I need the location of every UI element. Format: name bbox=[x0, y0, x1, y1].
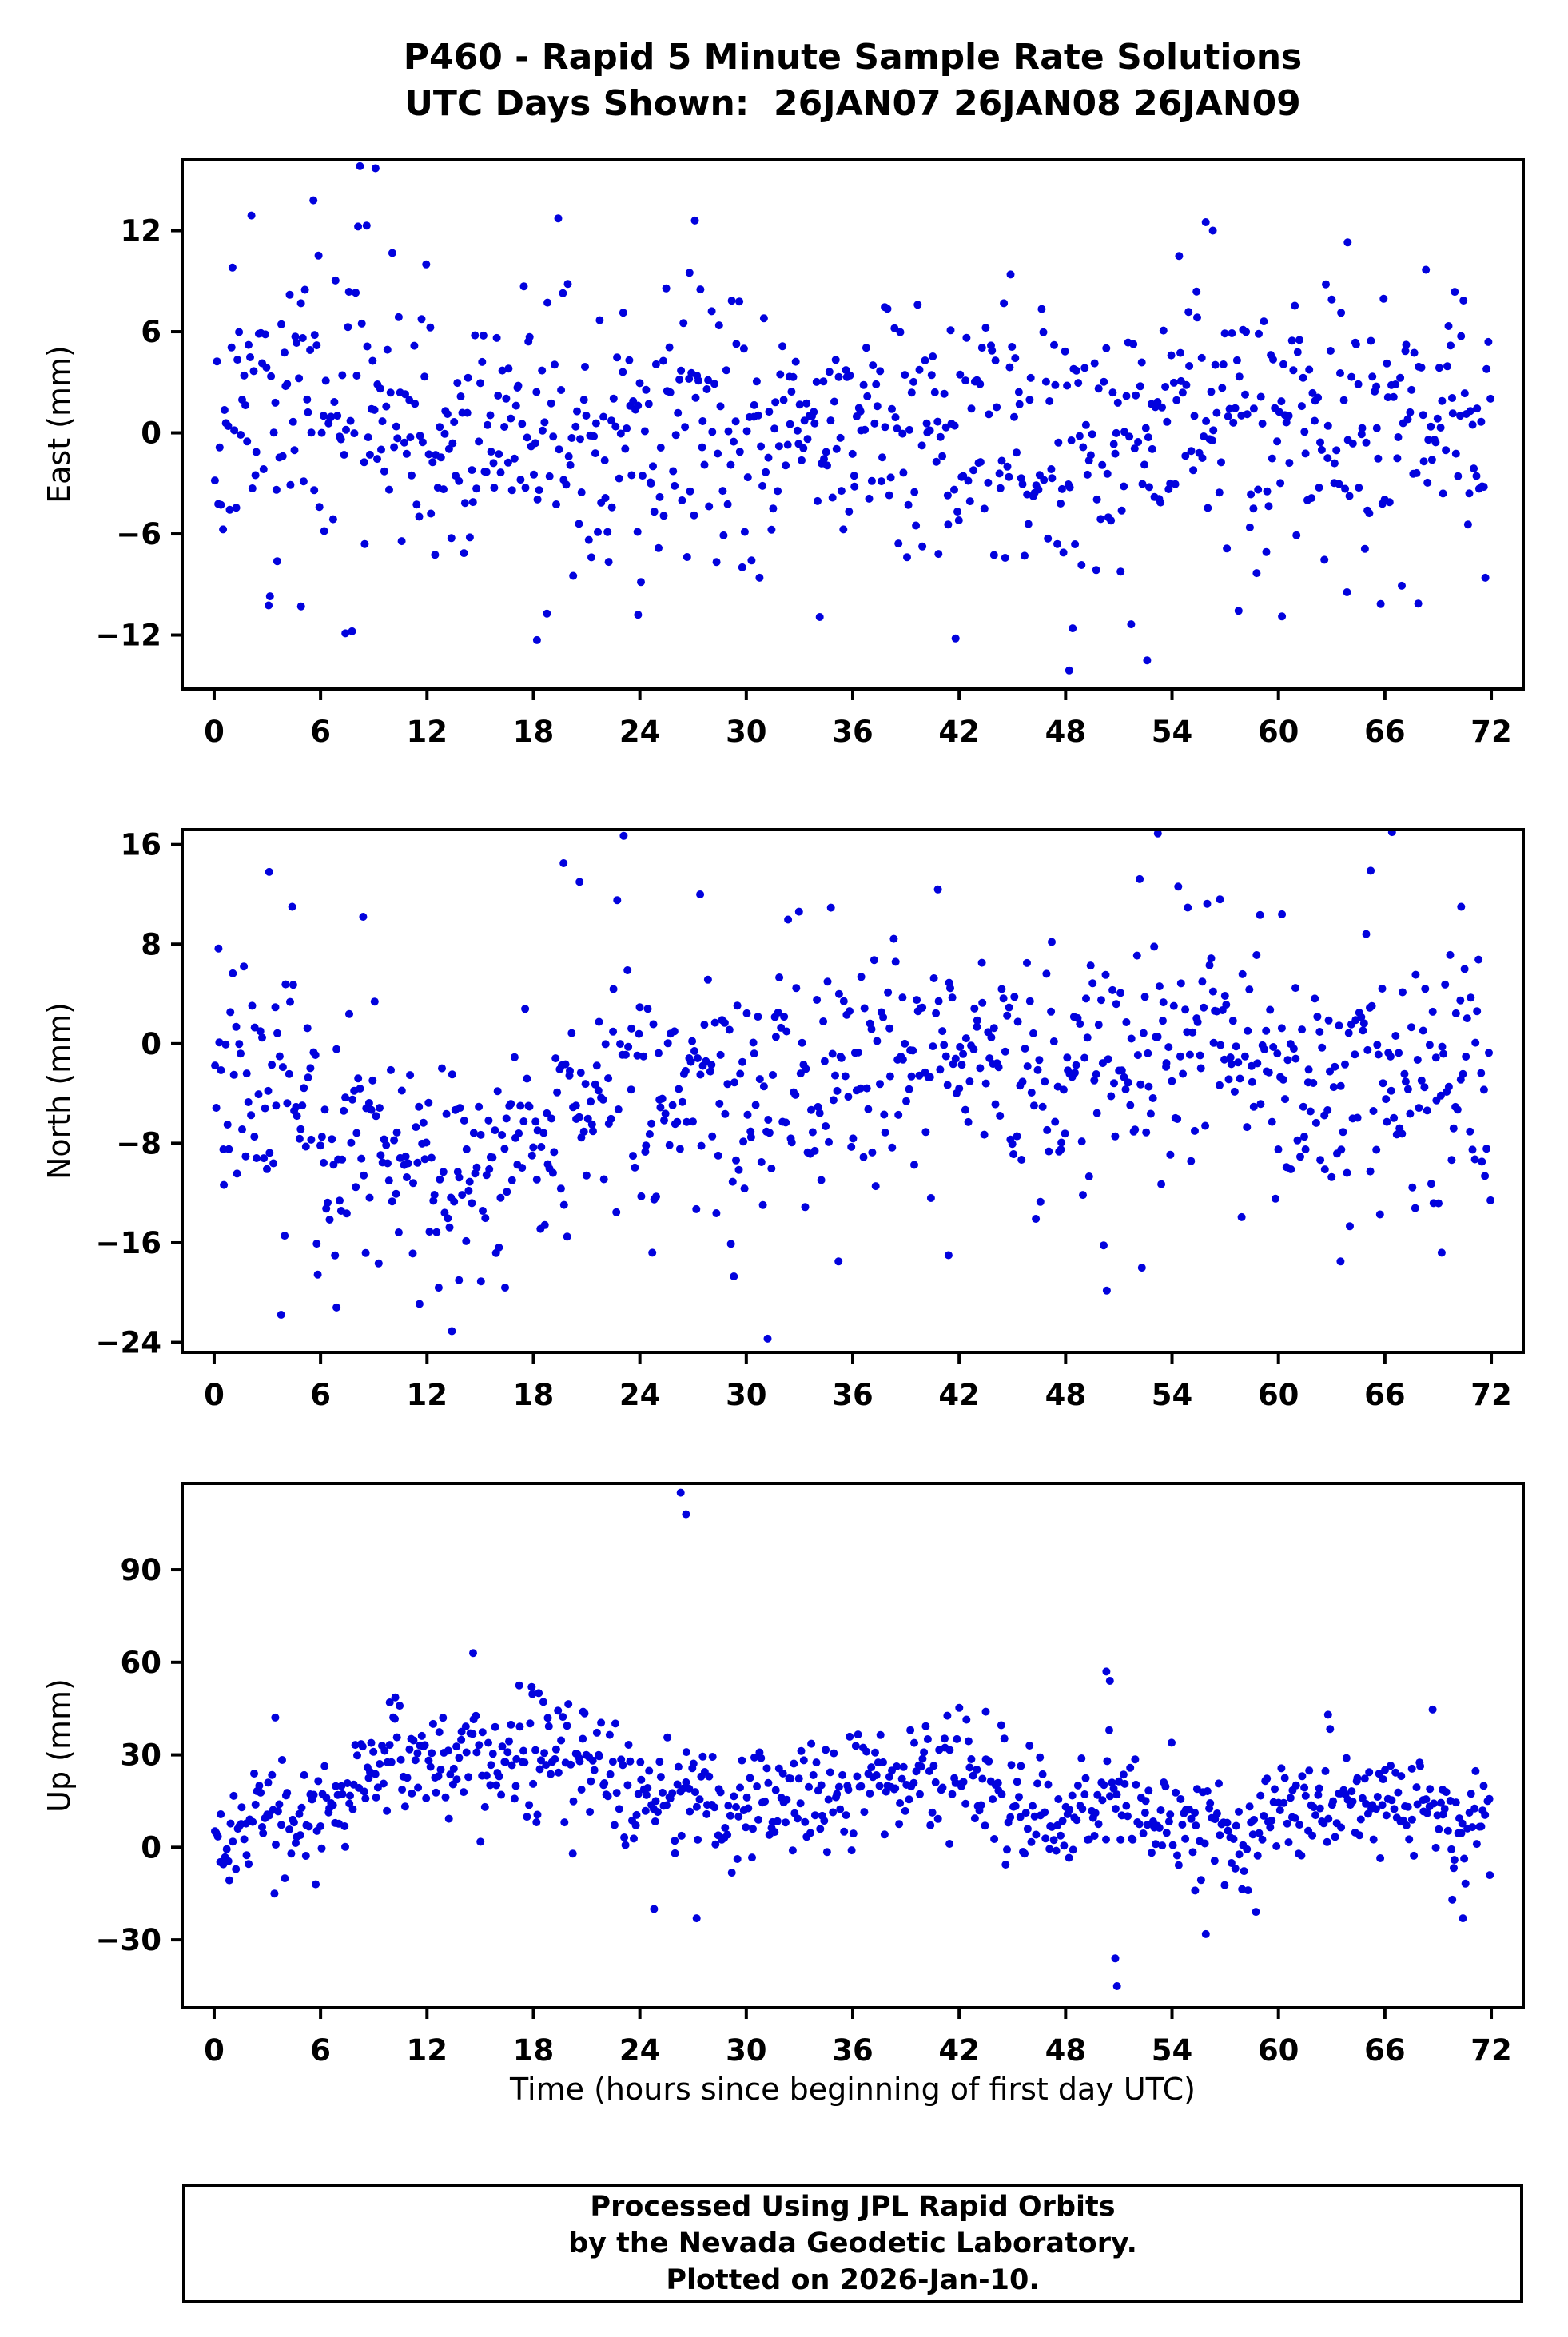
svg-text:36: 36 bbox=[832, 1378, 874, 1412]
svg-text:30: 30 bbox=[726, 715, 767, 749]
svg-text:−6: −6 bbox=[116, 517, 161, 551]
svg-text:48: 48 bbox=[1045, 1378, 1087, 1412]
axis-tick-labels: 0 6 12 18 24 30 36 42 48 54 60 66 72 −30 0 30 60 90 bbox=[96, 1553, 1512, 2068]
svg-text:24: 24 bbox=[619, 715, 661, 749]
chart-title-line1: P460 - Rapid 5 Minute Sample Rate Soluti… bbox=[403, 37, 1303, 78]
svg-text:42: 42 bbox=[938, 2033, 980, 2068]
svg-text:8: 8 bbox=[141, 927, 161, 961]
axis-tick-labels: 0 6 12 18 24 30 36 42 48 54 60 66 72 −12 −6 0 6 12 bbox=[96, 214, 1512, 749]
svg-text:−12: −12 bbox=[96, 619, 162, 653]
svg-text:−30: −30 bbox=[96, 1923, 162, 1957]
svg-text:60: 60 bbox=[1258, 1378, 1299, 1412]
scatter-points bbox=[211, 828, 1495, 1343]
panel-up: 0 6 12 18 24 30 36 42 48 54 60 66 72 −30 0 30 60 90 bbox=[96, 1482, 1525, 2068]
svg-text:0: 0 bbox=[141, 416, 161, 451]
footer-line-3: Plotted on 2026-Jan-10. bbox=[666, 2264, 1040, 2296]
svg-text:66: 66 bbox=[1364, 1378, 1406, 1412]
svg-text:24: 24 bbox=[619, 1378, 661, 1412]
svg-text:72: 72 bbox=[1470, 1378, 1512, 1412]
svg-text:0: 0 bbox=[204, 1378, 225, 1412]
svg-text:6: 6 bbox=[310, 715, 331, 749]
svg-text:30: 30 bbox=[726, 2033, 767, 2068]
axis-ticks bbox=[171, 842, 1494, 1364]
svg-text:6: 6 bbox=[310, 1378, 331, 1412]
svg-text:90: 90 bbox=[121, 1553, 162, 1587]
svg-text:66: 66 bbox=[1364, 2033, 1406, 2068]
footer-box: Processed Using JPL Rapid Orbits by the … bbox=[182, 2184, 1523, 2303]
svg-text:72: 72 bbox=[1470, 715, 1512, 749]
svg-text:54: 54 bbox=[1152, 715, 1193, 749]
svg-text:42: 42 bbox=[938, 715, 980, 749]
panel-north: 0 6 12 18 24 30 36 42 48 54 60 66 72 −24 −16 −8 0 8 16 bbox=[96, 828, 1525, 1412]
svg-text:48: 48 bbox=[1045, 2033, 1087, 2068]
scatter-points bbox=[210, 161, 1495, 675]
svg-text:66: 66 bbox=[1364, 715, 1406, 749]
svg-text:36: 36 bbox=[832, 715, 874, 749]
svg-text:60: 60 bbox=[1258, 715, 1299, 749]
plot-frame bbox=[181, 158, 1525, 691]
svg-text:54: 54 bbox=[1152, 2033, 1193, 2068]
svg-text:12: 12 bbox=[407, 715, 448, 749]
chart-title-line2: UTC Days Shown: 26JAN07 26JAN08 26JAN09 bbox=[404, 83, 1301, 124]
svg-text:12: 12 bbox=[121, 214, 162, 249]
svg-text:54: 54 bbox=[1152, 1378, 1193, 1412]
footer-line-2: by the Nevada Geodetic Laboratory. bbox=[568, 2228, 1137, 2259]
svg-text:16: 16 bbox=[121, 828, 162, 862]
svg-text:18: 18 bbox=[513, 715, 555, 749]
plot-frame bbox=[181, 828, 1525, 1354]
svg-text:−24: −24 bbox=[96, 1326, 162, 1360]
svg-text:60: 60 bbox=[1258, 2033, 1299, 2068]
svg-text:0: 0 bbox=[141, 1830, 161, 1865]
svg-text:18: 18 bbox=[513, 2033, 555, 2068]
svg-text:0: 0 bbox=[204, 2033, 225, 2068]
svg-text:12: 12 bbox=[407, 2033, 448, 2068]
svg-text:72: 72 bbox=[1470, 2033, 1512, 2068]
svg-text:6: 6 bbox=[310, 2033, 331, 2068]
svg-text:36: 36 bbox=[832, 2033, 874, 2068]
svg-text:30: 30 bbox=[121, 1738, 162, 1773]
svg-text:42: 42 bbox=[938, 1378, 980, 1412]
scatter-points bbox=[211, 1488, 1494, 1990]
plot-frame bbox=[181, 1482, 1525, 2009]
axis-ticks bbox=[171, 1568, 1494, 2019]
axis-ticks bbox=[171, 229, 1494, 700]
x-axis-title: Time (hours since beginning of first day… bbox=[510, 2072, 1196, 2107]
svg-text:48: 48 bbox=[1045, 715, 1087, 749]
svg-text:−8: −8 bbox=[116, 1126, 161, 1161]
svg-text:−16: −16 bbox=[96, 1226, 162, 1260]
axis-tick-labels: 0 6 12 18 24 30 36 42 48 54 60 66 72 −24 −16 −8 0 8 16 bbox=[96, 828, 1512, 1412]
svg-text:60: 60 bbox=[121, 1646, 162, 1680]
svg-text:24: 24 bbox=[619, 2033, 661, 2068]
svg-text:30: 30 bbox=[726, 1378, 767, 1412]
svg-text:0: 0 bbox=[141, 1027, 161, 1061]
panel-east: 0 6 12 18 24 30 36 42 48 54 60 66 72 −12 −6 0 6 12 bbox=[96, 158, 1525, 749]
svg-text:18: 18 bbox=[513, 1378, 555, 1412]
footer-line-1: Processed Using JPL Rapid Orbits bbox=[590, 2191, 1116, 2223]
svg-text:12: 12 bbox=[407, 1378, 448, 1412]
svg-text:6: 6 bbox=[141, 315, 161, 349]
svg-text:0: 0 bbox=[204, 715, 225, 749]
